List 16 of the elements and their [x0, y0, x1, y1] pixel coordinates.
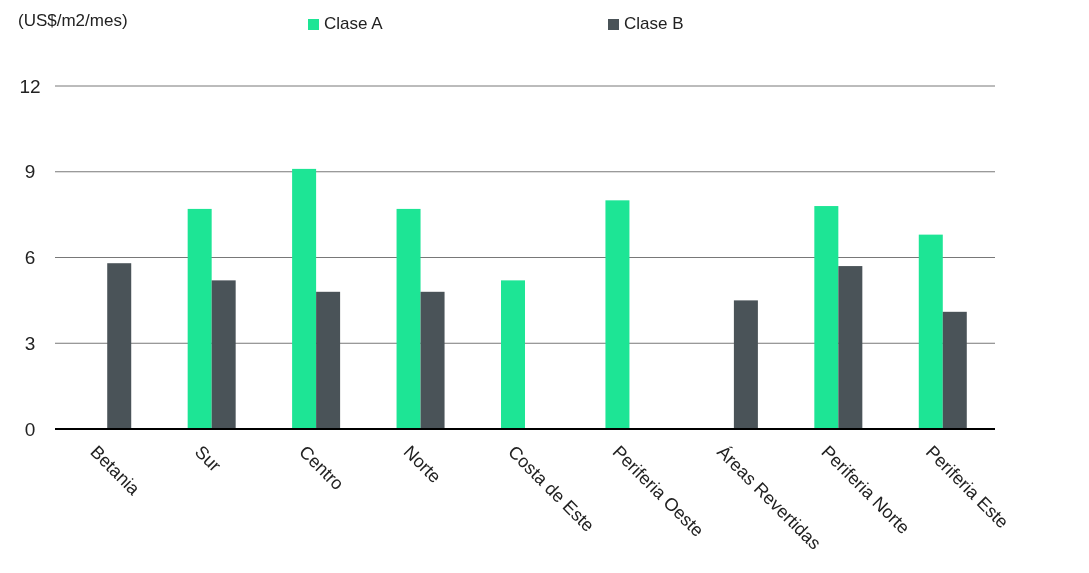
y-tick-label: 0	[24, 418, 36, 440]
bar	[918, 234, 943, 429]
y-tick-label: 12	[19, 75, 41, 97]
y-tick-label: 3	[24, 332, 36, 354]
bar	[605, 200, 630, 429]
bar	[396, 208, 421, 429]
legend-label: Clase B	[624, 14, 684, 33]
legend-label: Clase A	[324, 14, 384, 33]
y-tick-label: 6	[24, 247, 36, 269]
bar	[187, 208, 212, 429]
bar	[814, 206, 839, 429]
y-tick-label: 9	[24, 161, 36, 183]
bar	[292, 168, 317, 429]
bar	[501, 280, 525, 429]
x-tick-label: Sur	[190, 441, 225, 476]
y-axis-title: (US$/m2/mes)	[18, 11, 128, 30]
